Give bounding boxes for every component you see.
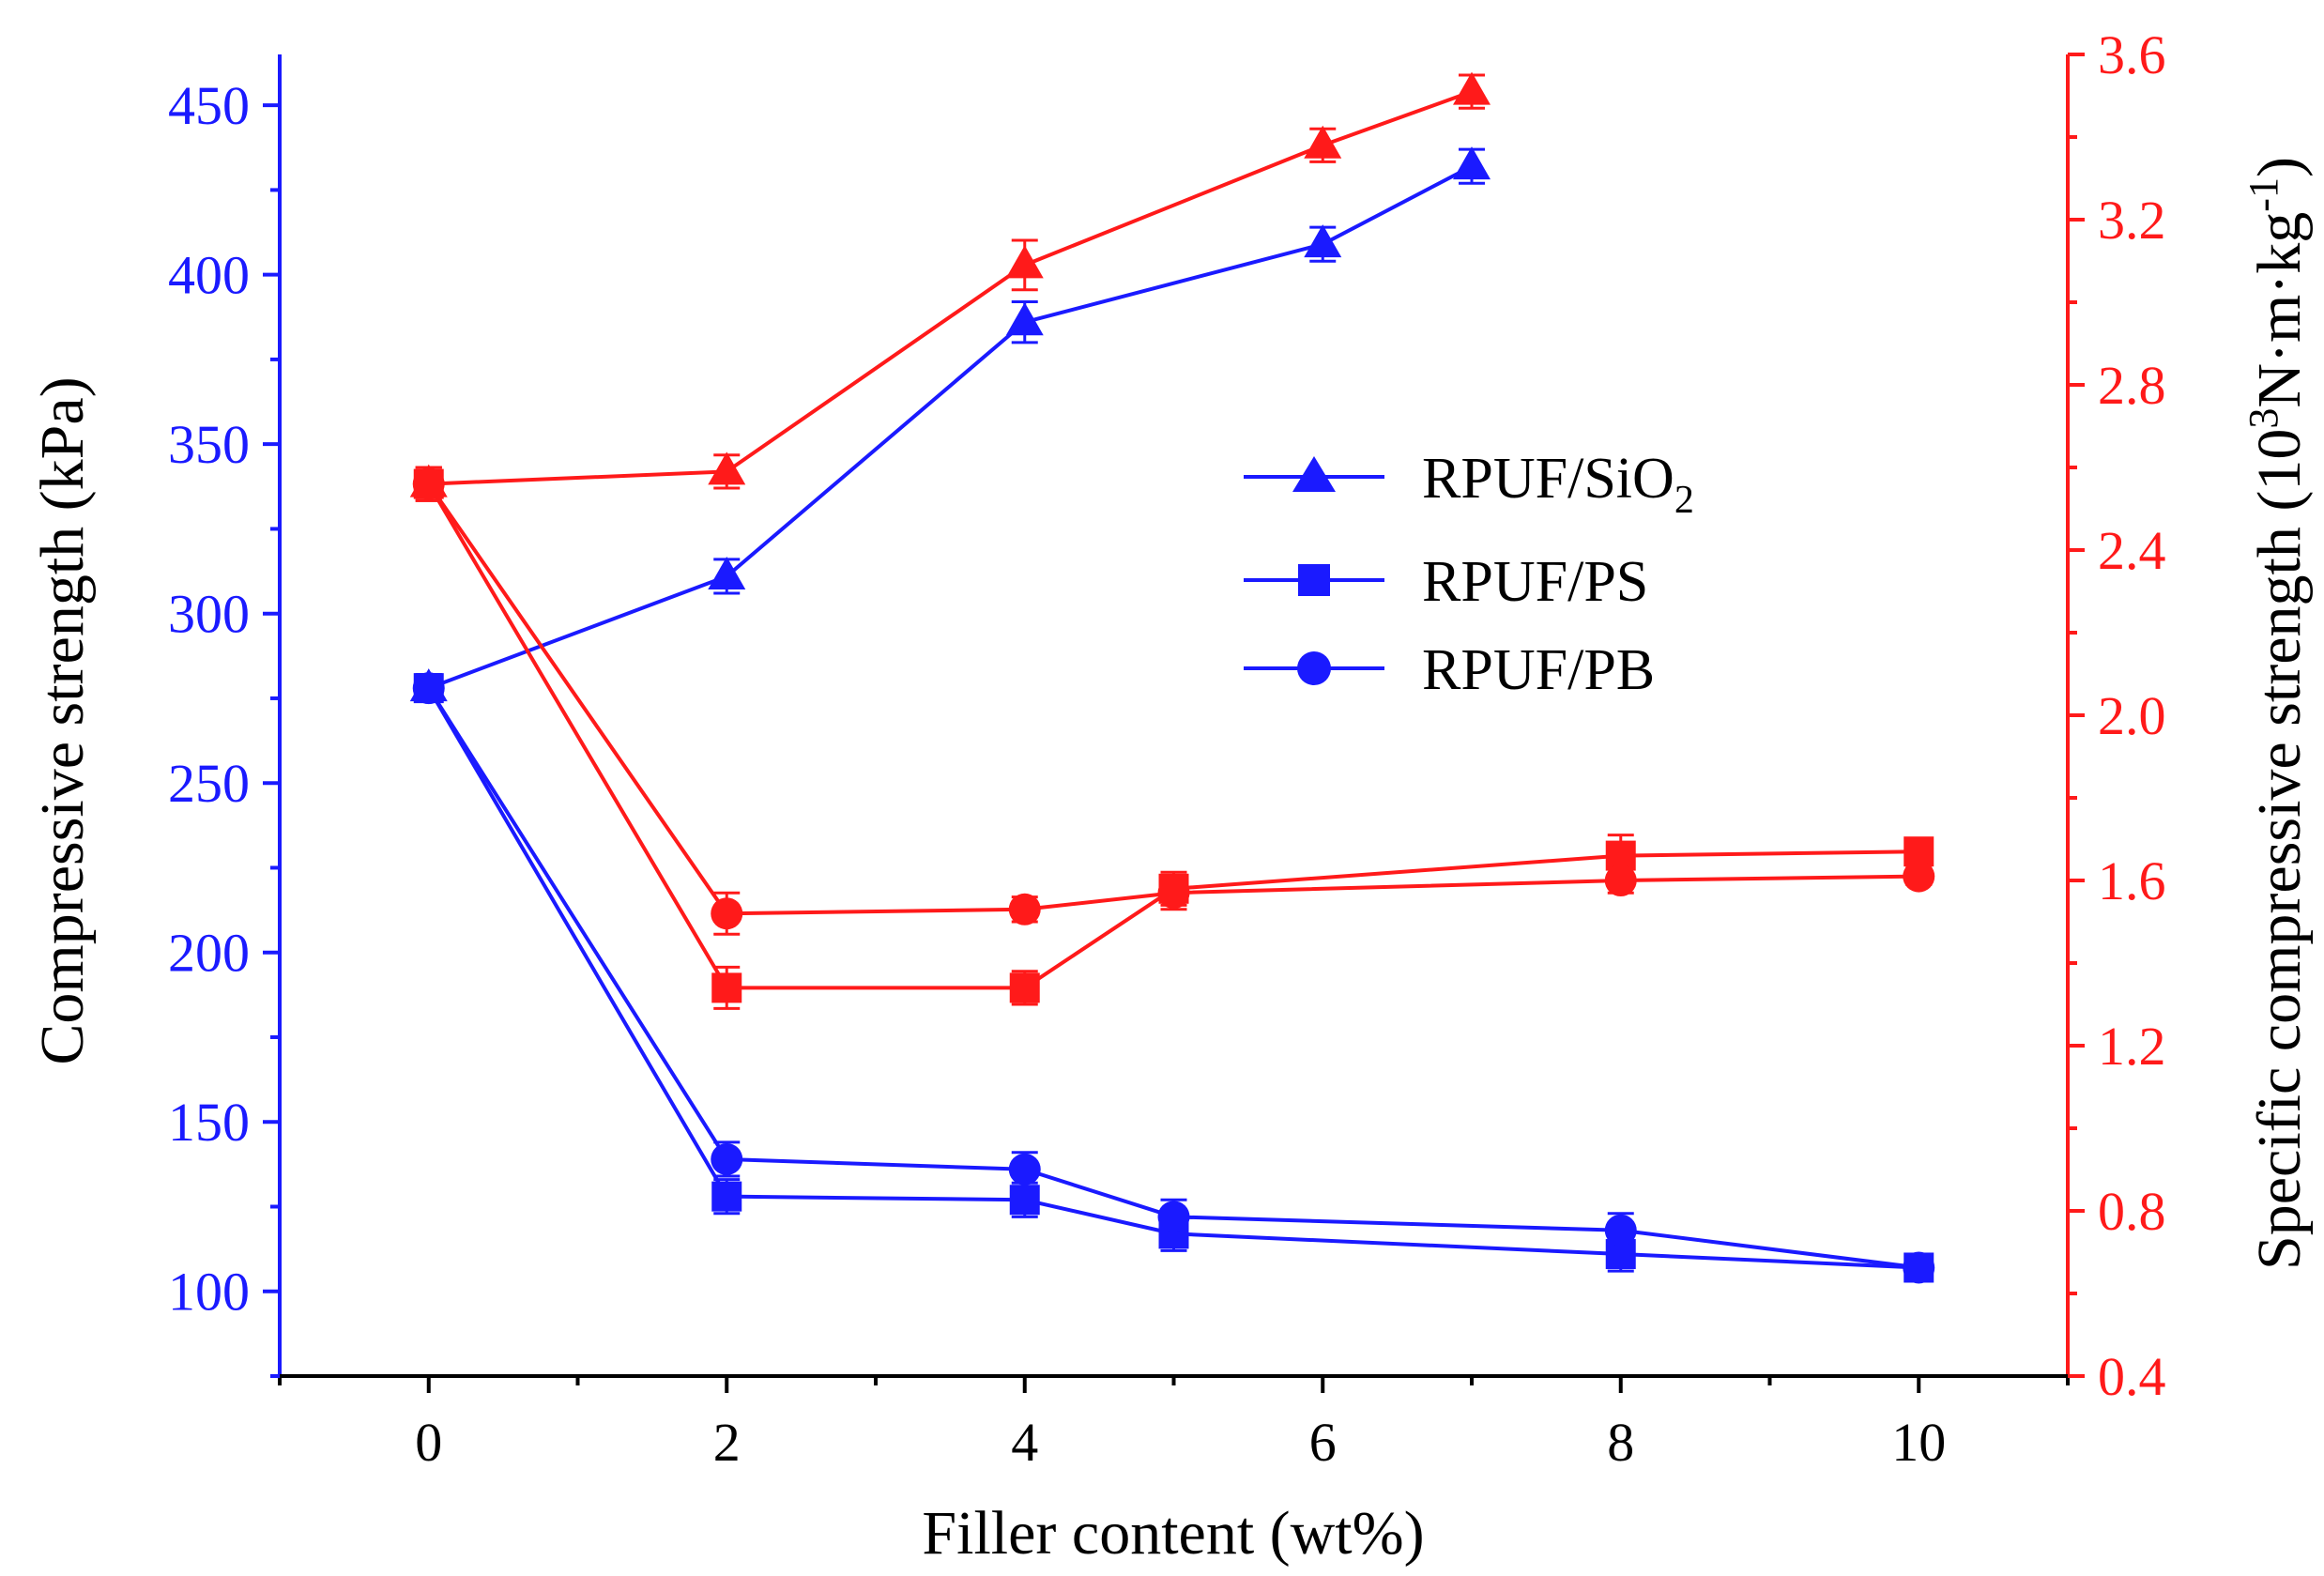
data-point-circle bbox=[412, 672, 445, 705]
left-tick-label: 200 bbox=[168, 923, 250, 984]
x-tick-label: 8 bbox=[1607, 1412, 1634, 1473]
data-point-triangle bbox=[1453, 146, 1491, 180]
data-point-circle bbox=[1157, 1201, 1190, 1233]
right-tick-label: 2.8 bbox=[2098, 355, 2166, 416]
legend: RPUF/SiO2 RPUF/PS RPUF/PB bbox=[1244, 447, 1694, 702]
legend-label-pb: RPUF/PB bbox=[1422, 638, 1655, 702]
data-point-triangle bbox=[1304, 224, 1342, 258]
data-point-circle bbox=[1903, 1251, 1935, 1284]
data-point-square bbox=[1009, 972, 1040, 1003]
data-point-square bbox=[711, 1181, 742, 1212]
legend-marker-triangle bbox=[1292, 456, 1336, 492]
x-axis-title: Filler content (wt%) bbox=[922, 1499, 1424, 1568]
left-tick-label: 450 bbox=[168, 75, 250, 136]
data-point-triangle bbox=[1453, 71, 1491, 105]
right-tick-label: 3.2 bbox=[2098, 190, 2166, 251]
left-tick-label: 300 bbox=[168, 584, 250, 645]
data-point-circle bbox=[711, 897, 743, 930]
legend-label-sio2: RPUF/SiO2 bbox=[1422, 447, 1694, 522]
series-line bbox=[427, 687, 1919, 1270]
data-point-triangle bbox=[1005, 245, 1044, 279]
data-point-circle bbox=[1604, 1214, 1637, 1247]
legend-marker-circle bbox=[1297, 651, 1331, 685]
x-tick-label: 10 bbox=[1891, 1412, 1946, 1473]
data-point-circle bbox=[1604, 865, 1637, 896]
left-tick-label: 350 bbox=[168, 414, 250, 475]
legend-entry-pb: RPUF/PB bbox=[1244, 638, 1655, 702]
data-point-circle bbox=[412, 467, 445, 500]
left-tick-label: 250 bbox=[168, 753, 250, 814]
data-point-circle bbox=[711, 1142, 743, 1175]
axes-layer: 0 2 4 6 8 10 100 150 200 250 300 350 400 450 0.4 0.8 1.2… bbox=[168, 24, 2166, 1473]
right-tick-label: 3.6 bbox=[2098, 24, 2166, 85]
x-tick-label: 4 bbox=[1011, 1412, 1038, 1473]
legend-marker-square bbox=[1298, 564, 1330, 596]
right-tick-label: 0.4 bbox=[2098, 1346, 2166, 1407]
right-tick-label: 2.4 bbox=[2098, 520, 2166, 581]
data-point-square bbox=[711, 972, 742, 1003]
data-point-circle bbox=[1157, 877, 1190, 910]
left-tick-label: 100 bbox=[168, 1262, 250, 1323]
series-layer bbox=[409, 71, 1935, 1284]
right-tick-label: 1.2 bbox=[2098, 1016, 2166, 1077]
x-tick-label: 6 bbox=[1309, 1412, 1337, 1473]
data-point-triangle bbox=[708, 451, 746, 485]
data-point-circle bbox=[1008, 1153, 1041, 1186]
right-tick-label: 1.6 bbox=[2098, 850, 2166, 911]
x-tick-label: 2 bbox=[713, 1412, 741, 1473]
series-line bbox=[427, 687, 1919, 1270]
data-point-circle bbox=[1008, 893, 1041, 926]
data-point-triangle bbox=[1304, 125, 1342, 159]
series-line bbox=[427, 482, 1919, 990]
left-tick-label: 150 bbox=[168, 1092, 250, 1153]
series-line bbox=[427, 482, 1919, 916]
data-point-triangle bbox=[708, 556, 746, 589]
data-point-circle bbox=[1903, 860, 1935, 893]
legend-entry-ps: RPUF/PS bbox=[1244, 550, 1648, 614]
left-axis-title: Compressive strength (kPa) bbox=[28, 376, 97, 1064]
x-tick-label: 0 bbox=[415, 1412, 442, 1473]
right-axis-title: Specific compressive strength (103N·m·kg… bbox=[2240, 157, 2314, 1270]
legend-entry-sio2: RPUF/SiO2 bbox=[1244, 447, 1694, 522]
right-tick-label: 2.0 bbox=[2098, 685, 2166, 746]
left-tick-label: 400 bbox=[168, 245, 250, 306]
data-point-square bbox=[1009, 1185, 1040, 1216]
right-tick-label: 0.8 bbox=[2098, 1181, 2166, 1242]
legend-label-ps: RPUF/PS bbox=[1422, 550, 1648, 614]
data-point-triangle bbox=[1005, 302, 1044, 336]
